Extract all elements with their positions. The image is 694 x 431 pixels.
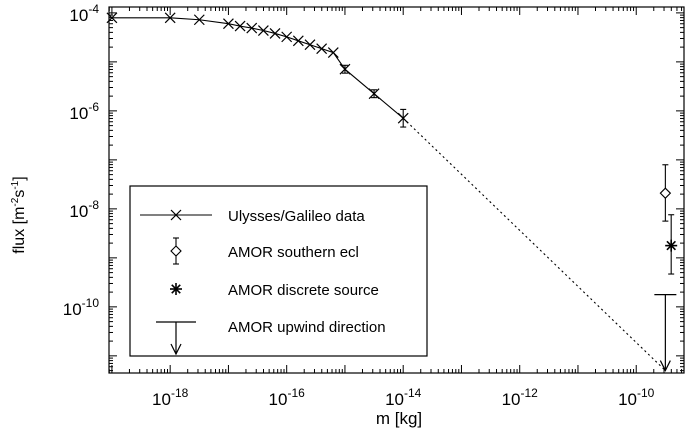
- x-marker-stroke: [292, 35, 304, 47]
- upper-limit-arrowhead: [170, 343, 182, 356]
- ulysses-galileo-point: [292, 35, 304, 47]
- legend-box: [129, 185, 428, 357]
- x-marker-stroke: [316, 43, 328, 55]
- legend-marker-southern: [170, 237, 182, 265]
- legend-marker-ulysses: [140, 209, 212, 221]
- x-marker-stroke: [269, 28, 281, 39]
- x-marker-stroke: [339, 63, 351, 75]
- ulysses-galileo-point: [397, 108, 409, 128]
- y-axis: 10-4 10-6 10-8 10-10: [63, 2, 684, 372]
- ulysses-galileo-point: [281, 31, 293, 43]
- x-tick-label: 10-16: [269, 386, 306, 409]
- ulysses-galileo-point: [246, 22, 258, 34]
- extrapolation-line: [402, 117, 666, 371]
- legend-marker-upwind: [156, 321, 196, 356]
- ulysses-galileo-point: [339, 63, 351, 75]
- x-marker-stroke: [368, 88, 380, 100]
- x-tick-label: 10-18: [152, 386, 189, 409]
- plot-border: [108, 6, 685, 374]
- x-marker-stroke: [257, 25, 269, 36]
- x-axis-label: m [kg]: [376, 409, 422, 428]
- x-marker-stroke: [170, 209, 182, 221]
- legend-marker-discrete: [170, 283, 182, 295]
- ulysses-galileo-point: [269, 28, 281, 39]
- y-tick-label: 10-6: [69, 100, 99, 123]
- ulysses-galileo-point: [327, 47, 339, 58]
- amor-discrete-point: [665, 214, 678, 275]
- ulysses-galileo-point: [164, 12, 176, 24]
- plot-data: [106, 12, 678, 372]
- x-marker-stroke: [397, 112, 409, 124]
- x-marker-stroke: [234, 20, 246, 32]
- legend-label: AMOR southern ecl: [228, 244, 359, 261]
- ulysses-galileo-point: [234, 20, 246, 32]
- y-axis-label: flux [m-2s-1]: [10, 176, 28, 253]
- x-marker-stroke: [246, 22, 258, 34]
- y-tick-label: 10-8: [69, 198, 99, 221]
- ulysses-galileo-point: [316, 43, 328, 55]
- ulysses-galileo-point: [223, 18, 234, 30]
- ulysses-galileo-point: [304, 39, 316, 51]
- asterisk-stroke: [171, 284, 181, 294]
- legend-label: AMOR upwind direction: [228, 319, 386, 336]
- x-marker-stroke: [193, 14, 205, 26]
- diamond-marker: [659, 187, 672, 199]
- y-tick-label: 10-4: [69, 2, 99, 25]
- amor-upwind-point: [654, 294, 677, 372]
- y-tick-label: 10-10: [63, 296, 100, 319]
- amor-southern-point: [659, 164, 672, 222]
- x-marker-stroke: [304, 39, 316, 51]
- plot-frame: [108, 6, 685, 374]
- legend-label: AMOR discrete source: [228, 282, 379, 299]
- x-marker-stroke: [223, 18, 234, 30]
- x-marker-stroke: [281, 31, 293, 43]
- upper-limit-arrowhead: [659, 360, 671, 372]
- x-marker-stroke: [327, 47, 339, 58]
- asterisk-stroke: [666, 240, 676, 251]
- x-marker-stroke: [164, 12, 176, 24]
- x-tick-label: 10-12: [502, 386, 539, 409]
- x-tick-label: 10-10: [618, 386, 655, 409]
- ulysses-galileo-point: [368, 88, 380, 100]
- x-axis: 10-18 10-16 10-14 10-12 10-10: [108, 7, 683, 409]
- ulysses-galileo-point: [193, 14, 205, 26]
- legend: Ulysses/Galileo data AMOR southern ecl AMO…: [129, 185, 428, 357]
- x-tick-label: 10-14: [385, 386, 422, 409]
- ulysses-galileo-point: [257, 25, 269, 36]
- ulysses-galileo-line: [111, 17, 404, 119]
- diamond-marker: [170, 245, 182, 257]
- legend-label: Ulysses/Galileo data: [228, 208, 365, 225]
